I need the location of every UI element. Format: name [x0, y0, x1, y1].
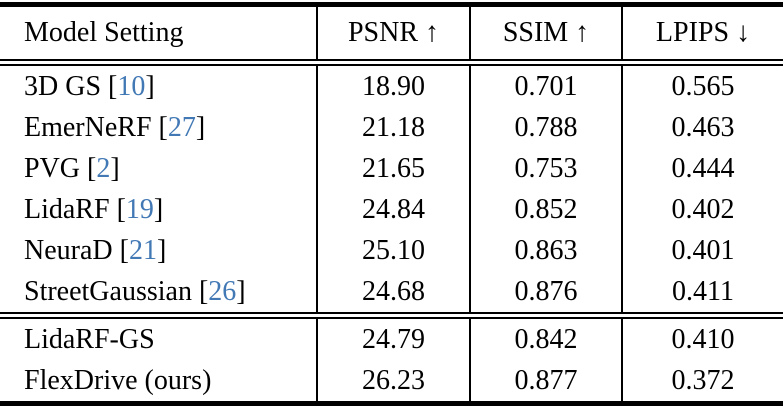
citation-ref[interactable]: [10] — [108, 71, 155, 102]
lpips-cell: 0.444 — [621, 148, 783, 189]
citation-ref[interactable]: [19] — [117, 194, 164, 225]
bracket-open: [ — [198, 275, 209, 307]
header-psnr: PSNR ↑ — [316, 4, 470, 63]
citation-ref[interactable]: [27] — [159, 112, 206, 143]
model-name: EmerNeRF — [24, 111, 152, 143]
ssim-cell: 0.863 — [469, 230, 622, 271]
model-name: NeuraD — [24, 234, 113, 266]
header-row: Model Setting PSNR ↑ SSIM ↑ LPIPS ↓ — [0, 4, 783, 63]
bracket-open: [ — [116, 193, 126, 225]
citation-number: 27 — [167, 111, 196, 143]
model-cell: EmerNeRF [27] — [0, 107, 317, 148]
model-cell: NeuraD [21] — [0, 230, 317, 271]
bracket-close: ] — [110, 152, 120, 184]
psnr-cell: 24.68 — [316, 271, 470, 316]
model-cell: LidaRF [19] — [0, 189, 317, 230]
bracket-open: [ — [119, 234, 129, 266]
psnr-cell: 24.79 — [316, 315, 470, 360]
psnr-cell: 21.18 — [316, 107, 470, 148]
citation-number: 10 — [117, 70, 146, 102]
model-cell: PVG [2] — [0, 148, 317, 189]
lpips-cell: 0.401 — [621, 230, 783, 271]
ssim-cell: 0.842 — [469, 315, 622, 360]
ssim-cell: 0.876 — [469, 271, 622, 316]
ssim-cell: 0.701 — [469, 62, 622, 107]
bracket-open: [ — [158, 111, 168, 143]
table-row-pvg: PVG [2] 21.65 0.753 0.444 — [0, 148, 783, 189]
header-lpips: LPIPS ↓ — [621, 4, 783, 63]
header-ssim: SSIM ↑ — [469, 4, 622, 63]
model-cell: StreetGaussian [26] — [0, 271, 317, 316]
bracket-close: ] — [195, 111, 206, 143]
model-name: FlexDrive (ours) — [24, 364, 212, 396]
lpips-cell: 0.565 — [621, 62, 783, 107]
ssim-cell: 0.852 — [469, 189, 622, 230]
model-name: LidaRF — [24, 193, 110, 225]
model-name: 3D GS — [24, 70, 102, 102]
citation-ref[interactable]: [2] — [87, 153, 120, 184]
results-table: Model Setting PSNR ↑ SSIM ↑ LPIPS ↓ 3D G… — [0, 2, 783, 406]
bracket-open: [ — [108, 70, 118, 102]
psnr-cell: 24.84 — [316, 189, 470, 230]
ssim-cell: 0.788 — [469, 107, 622, 148]
model-cell: FlexDrive (ours) — [0, 360, 317, 404]
table-row-lidarf-gs: LidaRF-GS 24.79 0.842 0.410 — [0, 315, 783, 361]
citation-number: 2 — [96, 152, 111, 184]
table-row-3dgs: 3D GS [10] 18.90 0.701 0.565 — [0, 62, 783, 108]
bracket-open: [ — [87, 152, 97, 184]
citation-ref[interactable]: [21] — [120, 235, 167, 266]
citation-number: 21 — [128, 234, 157, 266]
lpips-cell: 0.463 — [621, 107, 783, 148]
psnr-cell: 26.23 — [316, 360, 470, 404]
table-row-streetgaussian: StreetGaussian [26] 24.68 0.876 0.411 — [0, 271, 783, 316]
model-name: PVG — [24, 152, 81, 184]
model-cell: 3D GS [10] — [0, 63, 317, 108]
ssim-cell: 0.877 — [469, 360, 622, 404]
table-row-flexdrive-ours: FlexDrive (ours) 26.23 0.877 0.372 — [0, 360, 783, 404]
model-cell: LidaRF-GS — [0, 316, 317, 361]
table-row-lidarf: LidaRF [19] 24.84 0.852 0.402 — [0, 189, 783, 230]
bracket-close: ] — [153, 193, 164, 225]
citation-number: 19 — [125, 193, 154, 225]
citation-ref[interactable]: [26] — [199, 276, 246, 307]
model-name: StreetGaussian — [24, 275, 192, 307]
bracket-close: ] — [236, 275, 246, 307]
lpips-cell: 0.372 — [621, 360, 783, 404]
citation-number: 26 — [208, 275, 237, 307]
lpips-cell: 0.402 — [621, 189, 783, 230]
bracket-close: ] — [156, 234, 167, 266]
lpips-cell: 0.410 — [621, 315, 783, 360]
psnr-cell: 25.10 — [316, 230, 470, 271]
model-name: LidaRF-GS — [24, 323, 155, 355]
table-row-neurad: NeuraD [21] 25.10 0.863 0.401 — [0, 230, 783, 271]
ssim-cell: 0.753 — [469, 148, 622, 189]
psnr-cell: 21.65 — [316, 148, 470, 189]
table-row-emernerf: EmerNeRF [27] 21.18 0.788 0.463 — [0, 107, 783, 148]
header-model-setting: Model Setting — [24, 17, 184, 48]
bracket-close: ] — [145, 70, 155, 102]
lpips-cell: 0.411 — [621, 271, 783, 316]
psnr-cell: 18.90 — [316, 62, 470, 107]
